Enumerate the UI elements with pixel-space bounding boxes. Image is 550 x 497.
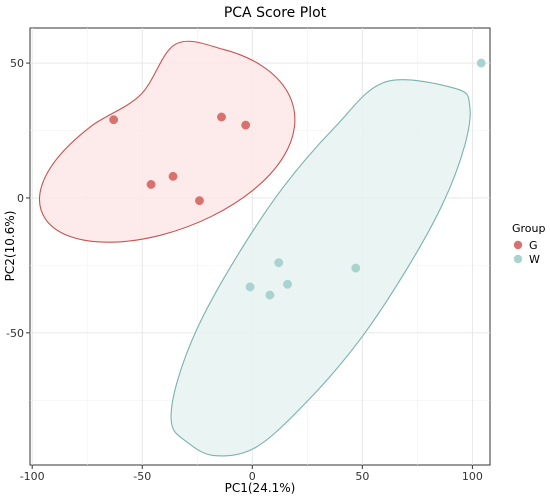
legend-label-g: G bbox=[529, 239, 538, 252]
y-tick-label: 0 bbox=[17, 192, 24, 205]
confidence-ellipse-w bbox=[170, 79, 471, 457]
point-group-w bbox=[274, 258, 284, 268]
legend-key-g bbox=[513, 240, 523, 250]
point-group-g bbox=[241, 120, 251, 130]
confidence-ellipse-g bbox=[38, 40, 296, 243]
point-group-w bbox=[283, 279, 292, 289]
x-tick-label: 100 bbox=[462, 470, 483, 483]
point-group-g bbox=[109, 115, 119, 125]
point-group-w bbox=[245, 282, 255, 292]
data-points bbox=[109, 58, 486, 300]
legend-title: Group bbox=[512, 222, 546, 235]
legend-label-w: W bbox=[529, 253, 540, 266]
x-tick-label: 0 bbox=[249, 470, 256, 483]
x-tick-label: -50 bbox=[133, 470, 151, 483]
y-tick-label: -50 bbox=[6, 327, 24, 340]
axes: -100 -50 0 50 100 -50 0 50 bbox=[6, 57, 483, 483]
x-axis-title: PC1(24.1%) bbox=[225, 481, 296, 495]
point-group-g bbox=[195, 196, 204, 206]
legend-key-w bbox=[513, 254, 523, 264]
x-tick-label: -100 bbox=[20, 470, 45, 483]
point-group-w bbox=[265, 290, 275, 300]
point-group-g bbox=[168, 171, 178, 181]
plot-title: PCA Score Plot bbox=[224, 5, 327, 21]
y-axis-title: PC2(10.6%) bbox=[3, 211, 17, 282]
point-group-g bbox=[217, 112, 226, 122]
y-tick-label: 50 bbox=[10, 57, 24, 70]
point-group-g bbox=[146, 180, 156, 189]
point-group-w bbox=[351, 263, 361, 273]
point-group-w bbox=[476, 58, 486, 68]
x-tick-label: 50 bbox=[355, 470, 369, 483]
legend: Group GW bbox=[512, 222, 546, 266]
confidence-ellipses bbox=[38, 40, 471, 457]
